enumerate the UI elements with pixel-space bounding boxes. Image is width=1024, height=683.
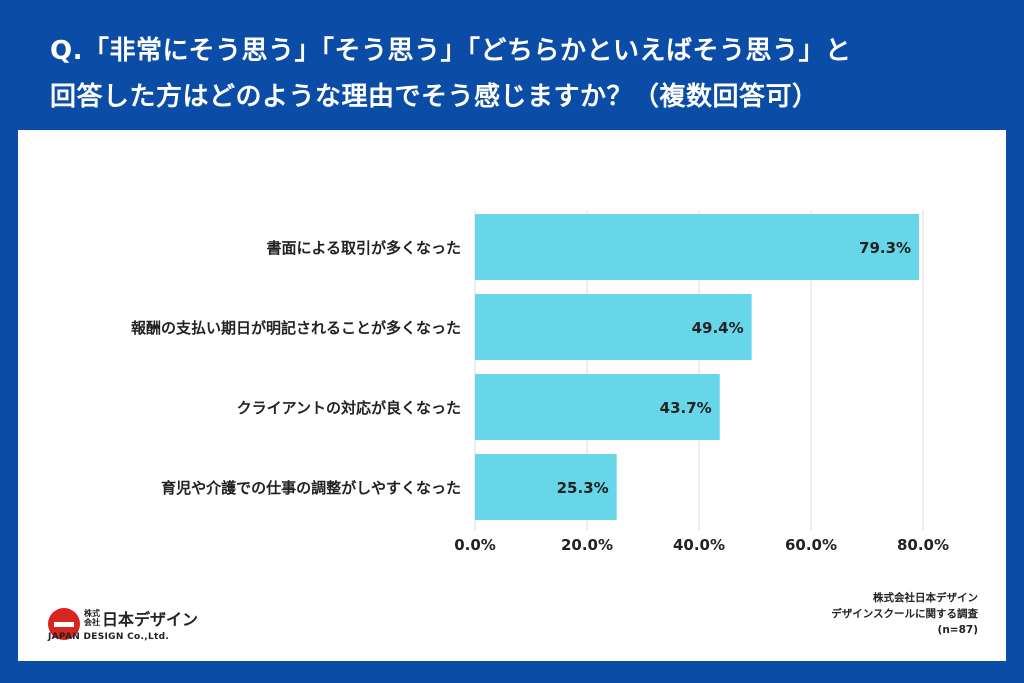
- source-note: 株式会社日本デザイン デザインスクールに関する調査 (n=87): [831, 590, 978, 638]
- bar-value-label: 43.7%: [660, 399, 712, 417]
- x-tick-label: 40.0%: [673, 536, 725, 554]
- x-tick-label: 20.0%: [561, 536, 613, 554]
- bar: [475, 214, 920, 280]
- bar: [475, 294, 752, 360]
- bar-value-label: 49.4%: [692, 319, 744, 337]
- bar: [475, 374, 720, 440]
- logo-name-jp: 日本デザイン: [102, 610, 199, 629]
- source-line-1: 株式会社日本デザイン: [873, 592, 978, 604]
- bar: [475, 454, 617, 520]
- source-line-2: デザインスクールに関する調査: [831, 608, 978, 620]
- source-line-3: (n=87): [937, 624, 978, 636]
- bar-chart: 79.3% 書面による取引が多くなった 49.4% 報酬の支払い期日が明記されることが…: [131, 210, 949, 554]
- category-label: 書面による取引が多くなった: [266, 239, 461, 257]
- logo-bar-icon: [54, 622, 74, 627]
- logo-small-text: 株式会社: [84, 609, 100, 627]
- header: Q.「非常にそう思う」「そう思う」「どちらかといえばそう思う」と 回答した方はど…: [0, 0, 1024, 130]
- logo-name-en: JAPAN DESIGN Co.,Ltd.: [48, 632, 170, 642]
- bar-value-label: 25.3%: [557, 479, 609, 497]
- x-tick-label: 0.0%: [454, 536, 496, 554]
- category-label: 育児や介護での仕事の調整がしやすくなった: [161, 479, 461, 497]
- question-line-1: Q.「非常にそう思う」「そう思う」「どちらかといえばそう思う」と: [50, 36, 852, 66]
- category-label: クライアントの対応が良くなった: [237, 399, 461, 417]
- question-line-2: 回答した方はどのような理由でそう感じますか？（複数回答可）: [50, 82, 819, 112]
- category-label: 報酬の支払い期日が明記されることが多くなった: [131, 319, 461, 337]
- bar-value-label: 79.3%: [859, 239, 911, 257]
- x-tick-label: 60.0%: [785, 536, 837, 554]
- x-tick-label: 80.0%: [897, 536, 949, 554]
- chart-panel: 79.3% 書面による取引が多くなった 49.4% 報酬の支払い期日が明記されることが…: [18, 130, 1006, 661]
